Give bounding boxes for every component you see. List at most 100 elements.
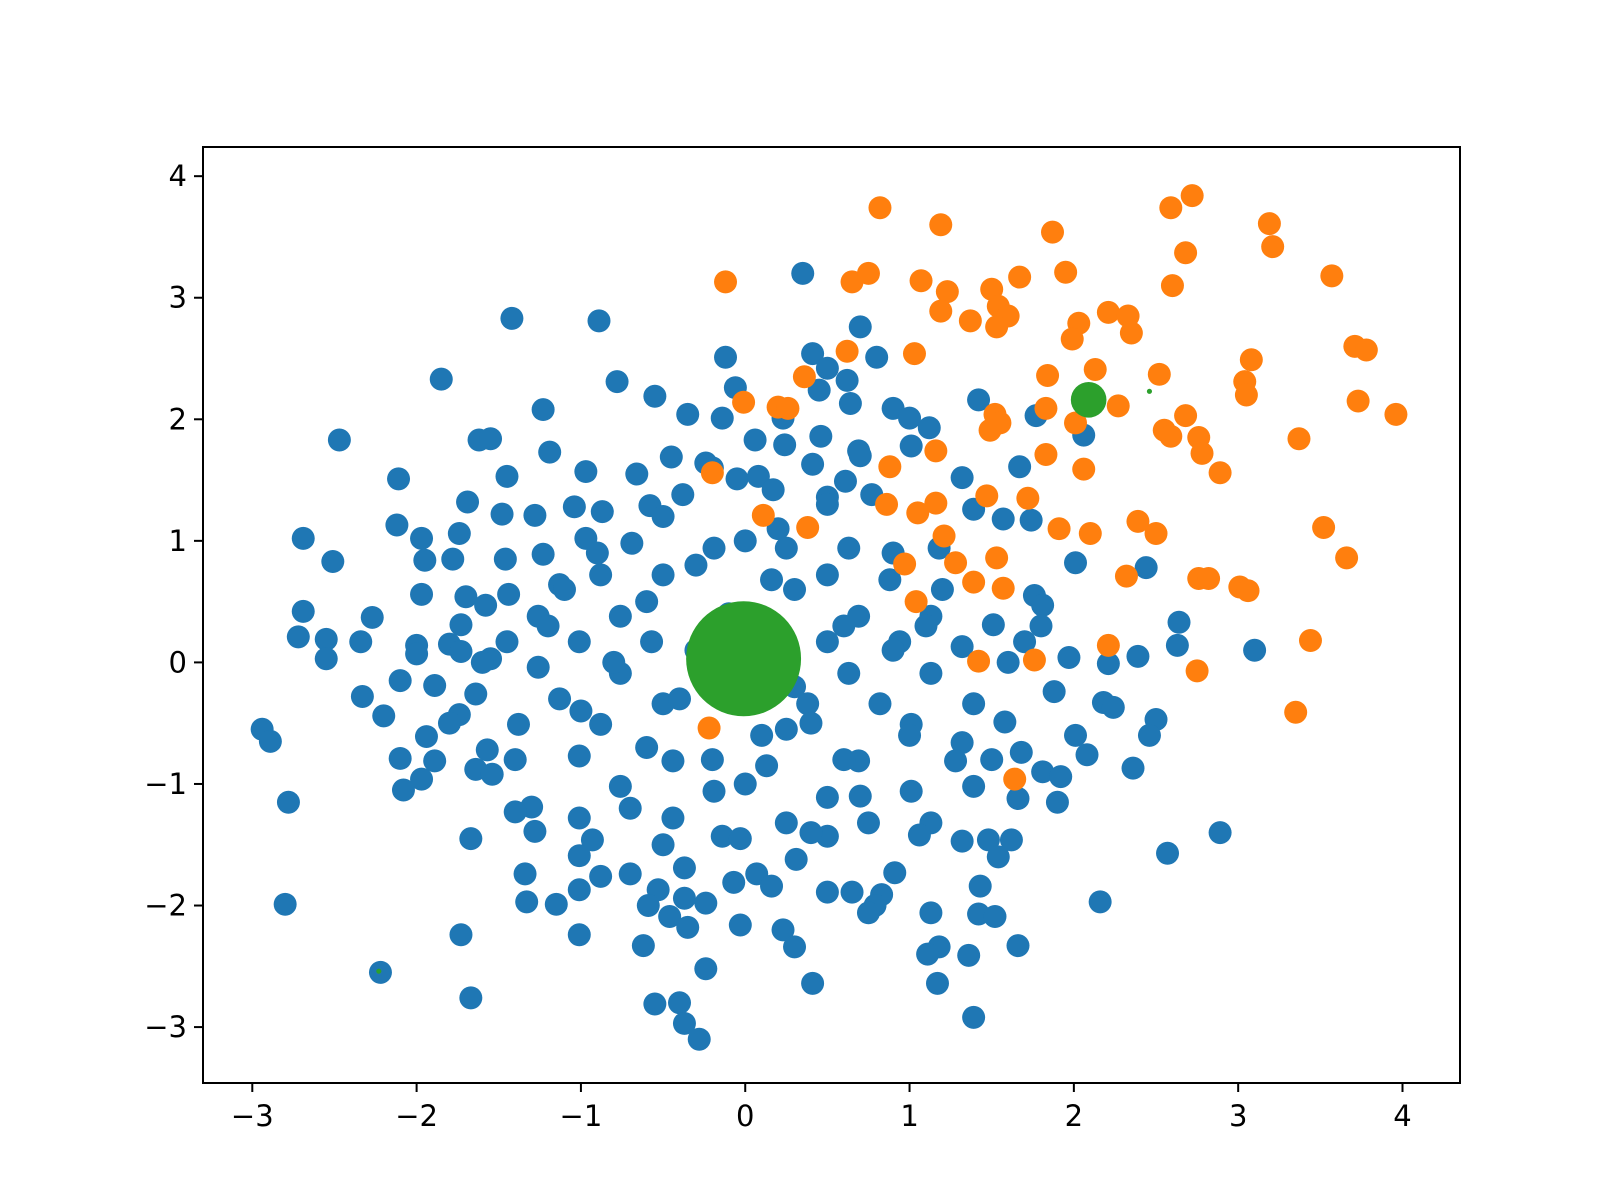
point bbox=[515, 890, 539, 914]
point bbox=[589, 712, 613, 736]
point bbox=[387, 467, 411, 491]
point bbox=[567, 744, 591, 768]
point bbox=[350, 684, 374, 708]
point bbox=[784, 847, 808, 871]
point bbox=[523, 819, 547, 843]
point bbox=[702, 779, 726, 803]
point bbox=[774, 536, 798, 560]
point bbox=[978, 418, 1002, 442]
point bbox=[360, 605, 384, 629]
point bbox=[635, 590, 659, 614]
point bbox=[503, 800, 527, 824]
point bbox=[608, 604, 632, 628]
point bbox=[919, 901, 943, 925]
point bbox=[983, 904, 1007, 928]
point bbox=[544, 892, 568, 916]
point bbox=[1121, 756, 1145, 780]
point bbox=[783, 935, 807, 959]
point bbox=[799, 711, 823, 735]
point bbox=[909, 269, 933, 293]
point bbox=[631, 934, 655, 958]
x-tick-label: 2 bbox=[1065, 1099, 1083, 1133]
point bbox=[755, 754, 779, 778]
point bbox=[410, 582, 434, 606]
point bbox=[1075, 743, 1099, 767]
point bbox=[1185, 659, 1209, 683]
point bbox=[1047, 517, 1071, 541]
point bbox=[1116, 304, 1140, 328]
point bbox=[1146, 388, 1153, 394]
point bbox=[815, 563, 839, 587]
point bbox=[914, 614, 938, 638]
point bbox=[799, 821, 823, 845]
point bbox=[925, 971, 949, 995]
point bbox=[694, 891, 718, 915]
x-tick-label: −3 bbox=[231, 1099, 274, 1133]
point bbox=[1384, 402, 1408, 426]
point bbox=[1243, 638, 1267, 662]
point bbox=[1126, 509, 1150, 533]
plot-frame bbox=[202, 146, 1461, 1084]
point bbox=[671, 483, 695, 507]
point bbox=[1147, 362, 1171, 386]
point bbox=[258, 729, 282, 753]
point bbox=[1284, 700, 1308, 724]
point bbox=[899, 779, 923, 803]
point bbox=[950, 635, 974, 659]
point bbox=[1008, 265, 1032, 289]
point bbox=[423, 674, 447, 697]
point bbox=[950, 466, 974, 490]
point bbox=[980, 748, 1004, 772]
point bbox=[929, 213, 953, 237]
point bbox=[531, 398, 555, 422]
point bbox=[996, 650, 1020, 674]
point bbox=[410, 526, 434, 550]
point bbox=[904, 590, 928, 614]
point bbox=[1160, 274, 1184, 298]
point bbox=[710, 824, 734, 848]
point bbox=[1156, 841, 1180, 865]
point bbox=[1257, 212, 1281, 236]
point bbox=[760, 874, 784, 898]
point bbox=[733, 529, 757, 553]
point bbox=[1016, 486, 1040, 510]
point bbox=[714, 270, 738, 294]
point bbox=[962, 692, 986, 716]
point bbox=[672, 886, 696, 910]
point bbox=[981, 613, 1005, 637]
point bbox=[1070, 382, 1107, 418]
point bbox=[1031, 593, 1055, 617]
point bbox=[815, 785, 839, 809]
point bbox=[405, 642, 429, 666]
point bbox=[760, 568, 784, 592]
point bbox=[1174, 241, 1198, 265]
point bbox=[792, 365, 816, 389]
point bbox=[832, 748, 856, 772]
point bbox=[944, 749, 968, 773]
point bbox=[276, 790, 300, 814]
x-tick-label: 3 bbox=[1229, 1099, 1247, 1133]
point bbox=[500, 306, 524, 330]
point bbox=[470, 650, 494, 674]
point bbox=[668, 991, 692, 1015]
point bbox=[835, 368, 859, 392]
point bbox=[651, 833, 675, 857]
point bbox=[526, 655, 550, 679]
point bbox=[625, 462, 649, 486]
point bbox=[684, 553, 708, 577]
point bbox=[327, 428, 351, 452]
point bbox=[702, 536, 726, 560]
point bbox=[589, 563, 613, 587]
point bbox=[437, 711, 461, 735]
point bbox=[868, 196, 892, 220]
point bbox=[815, 630, 839, 654]
point bbox=[898, 723, 922, 747]
point bbox=[1134, 556, 1158, 580]
point bbox=[761, 478, 785, 502]
point bbox=[991, 576, 1015, 600]
point bbox=[807, 378, 831, 402]
point bbox=[746, 464, 770, 488]
point bbox=[962, 1005, 986, 1029]
point bbox=[531, 542, 555, 566]
point bbox=[774, 811, 798, 835]
